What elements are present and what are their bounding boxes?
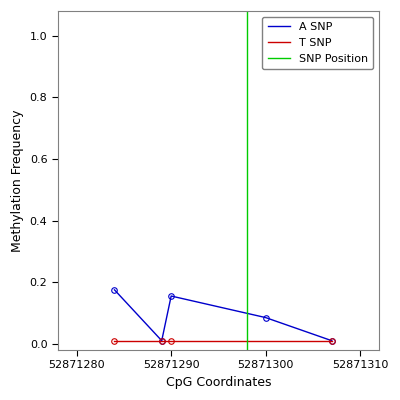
T SNP [159, 338, 164, 343]
A SNP [169, 294, 174, 298]
T SNP [169, 338, 174, 343]
T SNP [329, 338, 334, 343]
A SNP [329, 338, 334, 343]
Y-axis label: Methylation Frequency: Methylation Frequency [11, 109, 24, 252]
Legend: A SNP, T SNP, SNP Position: A SNP, T SNP, SNP Position [262, 17, 373, 69]
X-axis label: CpG Coordinates: CpG Coordinates [166, 376, 271, 389]
A SNP [112, 288, 117, 292]
Line: A SNP: A SNP [112, 287, 334, 344]
A SNP [263, 315, 268, 320]
Line: T SNP: T SNP [112, 338, 334, 344]
A SNP [159, 338, 164, 343]
T SNP [112, 338, 117, 343]
